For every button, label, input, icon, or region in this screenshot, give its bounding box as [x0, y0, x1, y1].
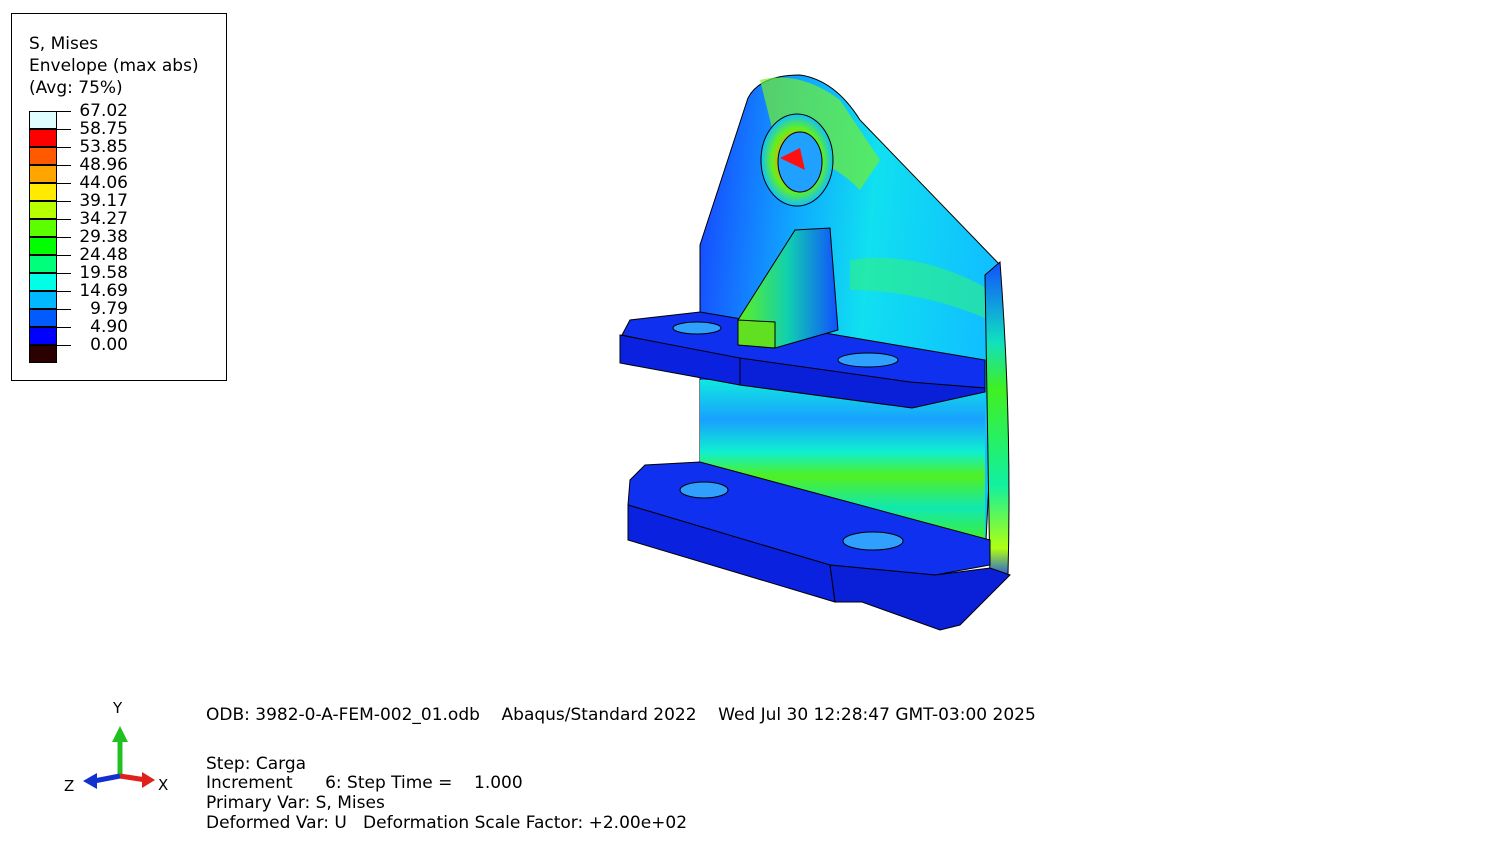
legend-swatch [29, 129, 57, 147]
legend-value-label: 19.58 [79, 263, 128, 283]
increment-info-line: Increment 6: Step Time = 1.000 [206, 773, 523, 793]
support-rib-face [737, 319, 776, 349]
legend-value-label: 4.90 [90, 317, 128, 337]
legend-tick [57, 345, 71, 346]
legend-value-label: 0.00 [90, 335, 128, 355]
legend-tick [57, 237, 71, 238]
deformed-var-line: Deformed Var: U Deformation Scale Factor… [206, 813, 688, 833]
legend-value-label: 24.48 [79, 245, 128, 265]
legend-value-label: 29.38 [79, 227, 128, 247]
legend-value-label: 67.02 [79, 101, 128, 121]
legend-value-label: 53.85 [79, 137, 128, 157]
rear-plate-edge [984, 260, 1010, 581]
legend-tick [57, 309, 71, 310]
odb-info-line: ODB: 3982-0-A-FEM-002_01.odb Abaqus/Stan… [206, 705, 1036, 725]
view-triad: Y X Z [64, 699, 168, 795]
legend-swatch [29, 309, 57, 327]
lower-flange-bolt-hole [842, 531, 904, 551]
legend-title-envelope: Envelope (max abs) [29, 56, 199, 76]
upper-flange-bolt-hole [837, 352, 899, 368]
upper-flange-side [739, 357, 986, 409]
triad-y-label: Y [112, 699, 123, 717]
legend-title-averaging: (Avg: 75%) [29, 78, 123, 98]
legend-tick [57, 201, 71, 202]
legend-value-label: 14.69 [79, 281, 128, 301]
legend-swatch [29, 111, 57, 129]
legend-value-label: 39.17 [79, 191, 128, 211]
primary-var-line: Primary Var: S, Mises [206, 793, 385, 813]
legend-swatch [29, 291, 57, 309]
lower-flange-bolt-hole [679, 481, 729, 499]
step-info-line: Step: Carga [206, 754, 307, 774]
rear-plate-stress-band [850, 258, 990, 320]
triad-x-label: X [158, 776, 168, 794]
legend-swatch [29, 219, 57, 237]
legend-swatch [29, 237, 57, 255]
legend-tick [57, 219, 71, 220]
upper-flange-bolt-hole [672, 321, 722, 335]
legend-tick [57, 183, 71, 184]
lower-flange-side [829, 564, 1011, 631]
legend-tick [57, 327, 71, 328]
legend-title-variable: S, Mises [29, 34, 99, 54]
legend-swatch [29, 183, 57, 201]
legend-tick [57, 273, 71, 274]
legend-tick [57, 147, 71, 148]
legend-value-label: 9.79 [90, 299, 128, 319]
pin-hole-peak-stress [780, 148, 805, 170]
legend-swatch [29, 345, 57, 363]
legend-swatch [29, 201, 57, 219]
legend-swatch [29, 255, 57, 273]
legend-tick [57, 255, 71, 256]
legend-tick [57, 291, 71, 292]
legend-swatch [29, 327, 57, 345]
legend-swatch [29, 273, 57, 291]
legend-value-label: 58.75 [79, 119, 128, 139]
legend-swatch [29, 147, 57, 165]
legend-tick [57, 165, 71, 166]
legend-value-label: 48.96 [79, 155, 128, 175]
triad-z-label: Z [64, 777, 74, 795]
legend-swatch [29, 165, 57, 183]
contour-legend: S, Mises Envelope (max abs) (Avg: 75%) 6… [11, 13, 227, 381]
legend-tick [57, 129, 71, 130]
legend-value-label: 34.27 [79, 209, 128, 229]
legend-value-label: 44.06 [79, 173, 128, 193]
rear-plate-lower-region [700, 380, 985, 540]
legend-tick [57, 111, 71, 112]
